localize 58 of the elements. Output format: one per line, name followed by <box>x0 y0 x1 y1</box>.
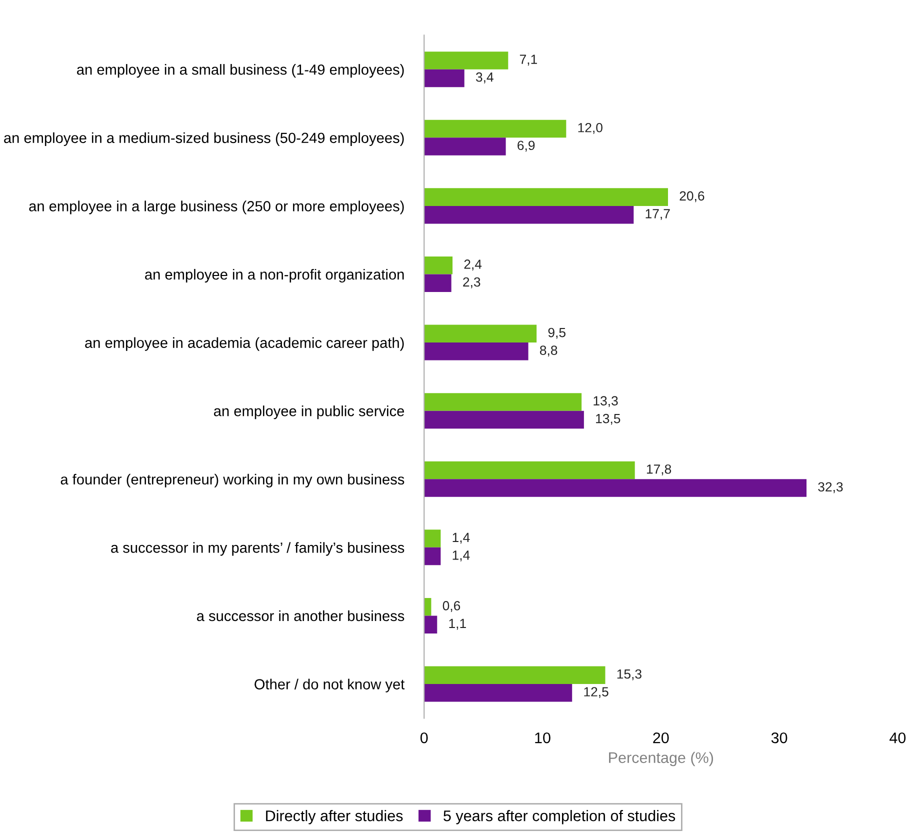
bar <box>424 206 634 224</box>
data-label: 7,1 <box>520 54 537 66</box>
bar <box>424 393 582 411</box>
bar <box>424 598 432 616</box>
data-label: 13,3 <box>594 396 618 408</box>
y-tick-label: a founder (entrepreneur) working in my own business <box>60 474 404 488</box>
bar <box>424 52 508 70</box>
data-label: 13,5 <box>596 414 620 425</box>
y-tick-label: an employee in academia (academic career path) <box>85 337 404 351</box>
bar <box>424 324 537 343</box>
data-label: 1,4 <box>452 550 470 562</box>
x-tick-label: 10 <box>535 732 550 744</box>
data-label: 8,8 <box>540 346 558 357</box>
data-label: 1,4 <box>452 532 470 544</box>
y-tick-label: an employee in a non-profit organization <box>145 268 404 283</box>
y-tick-label: an employee in public service <box>214 406 404 420</box>
data-label: 32,3 <box>818 482 843 494</box>
y-tick-label: a successor in my parents’ / family’s business <box>111 542 404 556</box>
y-tick-label: an employee in a medium-sized business (50-249 employees) <box>4 132 404 146</box>
bar <box>424 461 635 480</box>
x-tick-label: 40 <box>890 732 906 744</box>
data-label: 20,6 <box>680 191 704 202</box>
legend-label: Directly after studies <box>266 810 403 824</box>
x-tick-label: 20 <box>653 732 669 744</box>
data-label: 3,4 <box>476 72 494 84</box>
bar <box>424 547 441 566</box>
x-tick-label: 30 <box>771 732 788 744</box>
x-tick-label: 0 <box>420 732 428 744</box>
y-tick-label: an employee in a large business (250 or more employees) <box>29 200 404 214</box>
bar <box>424 684 572 702</box>
data-label: 12,5 <box>584 687 608 698</box>
bar <box>424 479 807 497</box>
bar <box>424 138 506 156</box>
y-tick-label: Other / do not know yet <box>254 678 405 692</box>
y-tick-label: an employee in a small business (1-49 employees) <box>77 64 404 78</box>
data-label: 17,7 <box>646 209 670 220</box>
data-label: 15,3 <box>617 669 642 680</box>
bar <box>424 410 584 429</box>
bar <box>424 188 668 206</box>
y-tick-label: a successor in another business <box>196 610 404 622</box>
bar <box>424 120 566 138</box>
legend-label: 5 years after completion of studies <box>444 810 676 824</box>
data-label: 0,6 <box>442 601 460 612</box>
x-axis-title: Percentage (%) <box>609 752 714 766</box>
data-label: 2,4 <box>464 260 482 270</box>
data-label: 2,3 <box>463 277 480 288</box>
bar <box>424 530 441 548</box>
bar <box>424 274 452 292</box>
data-label: 6,9 <box>518 140 535 152</box>
data-label: 1,1 <box>449 618 466 630</box>
bar <box>424 666 606 684</box>
data-label: 9,5 <box>548 328 566 339</box>
bar <box>424 616 438 634</box>
bar <box>424 69 464 88</box>
data-label: 12,0 <box>578 122 602 134</box>
data-label: 17,8 <box>646 464 672 476</box>
bar <box>424 342 528 360</box>
bar <box>424 256 453 274</box>
